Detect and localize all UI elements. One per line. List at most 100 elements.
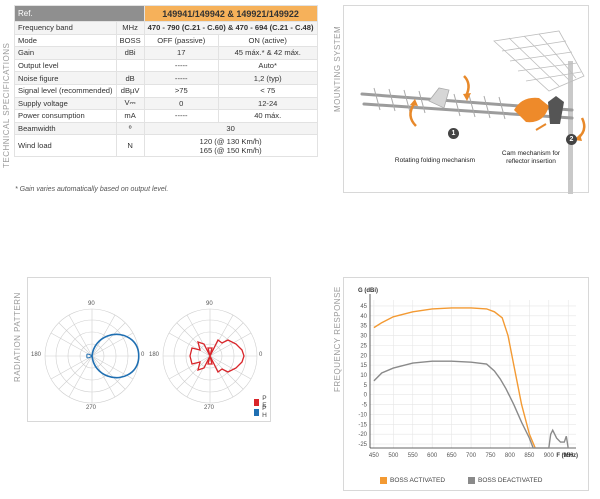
row-value-on: ON (active): [217, 33, 318, 48]
y-tick-label: 40: [360, 314, 367, 320]
y-tick-label: 20: [360, 353, 367, 359]
row-name: Signal level (recommended): [14, 83, 117, 98]
row-value-on: 45 máx.* & 42 máx.: [217, 46, 318, 60]
deactivated-swatch: [468, 477, 475, 484]
radiation-pattern-label: RADIATION PATTERN: [13, 292, 22, 382]
row-name: Noise figure: [14, 71, 117, 85]
row-value-on: < 75: [217, 83, 318, 98]
wind-load-150: 165 (@ 150 Km/h): [199, 145, 262, 155]
row-unit: º: [115, 121, 145, 136]
row-name: Gain: [14, 46, 117, 60]
row-value: 120 (@ 130 Km/h) 165 (@ 150 Km/h): [143, 134, 318, 158]
y-tick-label: -25: [358, 442, 367, 448]
row-unit: N: [115, 134, 145, 158]
row-value-on: 40 máx.: [217, 109, 318, 123]
legend-ph-label: P H: [262, 405, 267, 419]
x-tick-label: 600: [427, 453, 438, 459]
wind-load-130: 120 (@ 130 Km/h): [199, 136, 262, 146]
legend-pe-label: P E: [262, 395, 267, 409]
technical-specifications-label: TECHNICAL SPECIFICATIONS: [2, 42, 11, 168]
y-tick-label: 10: [360, 373, 367, 379]
row-value-off: >75: [143, 83, 219, 98]
e-plane-curve: [189, 339, 245, 373]
row-unit: BOSS: [115, 33, 145, 48]
pe-swatch: [254, 398, 260, 406]
ref-value: 149941/149942 & 149921/149922: [143, 5, 318, 22]
legend-boss-deactivated: BOSS DEACTIVATED: [468, 477, 542, 484]
row-name: Beamwidth: [14, 121, 117, 136]
cam-mechanism-caption: Cam mechanism for reflector insertion: [488, 150, 574, 166]
x-tick-label: 950: [563, 453, 574, 459]
row-unit: dBµV: [115, 83, 145, 98]
row-value: 470 - 790 (C.21 - C.60) & 470 - 694 (C.2…: [143, 21, 318, 35]
spec-header-row: Ref. 149941/149942 & 149921/149922: [14, 5, 318, 22]
row-unit: V⎓: [115, 96, 145, 111]
y-tick-label: 5: [364, 383, 368, 389]
antenna-illustration: [360, 30, 586, 194]
x-tick-label: 900: [544, 453, 555, 459]
row-name: Wind load: [14, 134, 117, 158]
x-tick-label: 700: [466, 453, 477, 459]
row-value-off: -----: [143, 109, 219, 123]
table-row: Signal level (recommended) dBµV >75 < 75: [14, 83, 318, 98]
y-tick-label: 15: [360, 363, 367, 369]
right-angle-180: 180: [149, 352, 160, 358]
y-tick-label: -5: [362, 403, 368, 409]
row-unit: dBi: [115, 46, 145, 60]
legend-pe: P E: [254, 395, 270, 409]
row-value-off: 0: [143, 96, 219, 111]
spec-table: Ref. 149941/149942 & 149921/149922 Frequ…: [14, 5, 318, 158]
legend-deactivated-label: BOSS DEACTIVATED: [478, 477, 543, 484]
activated-swatch: [380, 477, 387, 484]
step-1-badge: 1: [448, 128, 459, 139]
cam-caption-line1: Cam mechanism for: [501, 150, 561, 157]
x-tick-label: 650: [447, 453, 458, 459]
mounting-system-label: MOUNTING SYSTEM: [333, 25, 342, 112]
right-angle-90: 90: [206, 301, 213, 307]
row-name: Output level: [14, 58, 117, 73]
row-value-off: 17: [143, 46, 219, 60]
row-unit: dB: [115, 71, 145, 85]
step-2-badge: 2: [566, 134, 577, 145]
y-tick-label: -10: [358, 412, 367, 418]
right-angle-0: 0: [259, 352, 263, 358]
row-value-on: Auto*: [217, 58, 318, 73]
left-angle-180: 180: [31, 352, 42, 358]
y-tick-label: 25: [360, 343, 367, 349]
row-unit: mA: [115, 109, 145, 123]
table-row: Mode BOSS OFF (passive) ON (active): [14, 33, 318, 48]
row-value-off: -----: [143, 71, 219, 85]
left-angle-0: 0: [141, 352, 145, 358]
radiation-plot: [44, 308, 258, 404]
x-tick-label: 450: [369, 453, 380, 459]
y-tick-label: 30: [360, 334, 367, 340]
y-tick-label: 45: [360, 304, 367, 310]
table-row: Gain dBi 17 45 máx.* & 42 máx.: [14, 46, 318, 60]
row-unit: MHz: [115, 21, 145, 35]
row-value-on: 1,2 (typ): [217, 71, 318, 85]
table-row: Beamwidth º 30: [14, 121, 318, 136]
row-name: Power consumption: [14, 109, 117, 123]
y-tick-label: -20: [358, 432, 367, 438]
x-tick-label: 850: [524, 453, 535, 459]
row-name: Mode: [14, 33, 117, 48]
cam-caption-line2: reflector insertion: [506, 158, 556, 165]
mounting-panel: 1 2 Rotating folding mechanism Cam mecha…: [343, 5, 589, 194]
right-angle-270: 270: [204, 405, 215, 411]
row-value-off: -----: [143, 58, 219, 73]
table-row: Frequency band MHz 470 - 790 (C.21 - C.6…: [14, 21, 318, 35]
row-value-off: OFF (passive): [143, 33, 219, 48]
y-tick-label: 0: [364, 393, 368, 399]
row-unit: [115, 58, 145, 73]
frequency-panel: 45 40 35 30 25 20 15 10 5 0 -5 -10 -15 -20 -25 450 500 55…: [343, 277, 589, 491]
legend-ph: P H: [254, 405, 270, 419]
radiation-panel: 90 180 0 270 90 180 0 270 P E P H: [27, 277, 271, 422]
legend-activated-label: BOSS ACTIVATED: [390, 477, 446, 484]
table-row: Noise figure dB ----- 1,2 (typ): [14, 71, 318, 85]
row-name: Frequency band: [14, 21, 117, 35]
gain-note: * Gain varies automatically based on out…: [15, 186, 169, 193]
x-axis-label: F (MHz): [556, 453, 578, 459]
frequency-response-label: FREQUENCY RESPONSE: [333, 286, 342, 392]
x-tick-label: 800: [505, 453, 516, 459]
